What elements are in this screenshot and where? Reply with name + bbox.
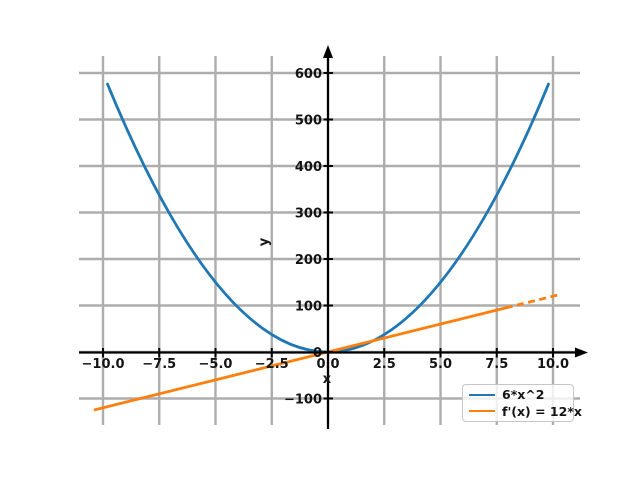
legend-entry-parabola: 6*x^2	[469, 387, 567, 402]
x-tick-label: 5.0	[429, 357, 452, 372]
legend-label-parabola: 6*x^2	[502, 387, 545, 403]
y-tick-label: 100	[295, 300, 322, 315]
y-axis-label: y	[257, 237, 272, 246]
x-axis-label: x	[323, 372, 332, 387]
x-tick-label: 10.0	[537, 357, 569, 372]
legend-line-sample-blue	[469, 393, 495, 396]
legend-label-derivative: f'(x) = 12*x	[502, 403, 582, 419]
x-tick-label: −2.5	[255, 357, 289, 372]
x-tick-label: 7.5	[485, 357, 508, 372]
x-tick-label: 2.5	[373, 357, 396, 372]
curve-derivative-dashed	[505, 292, 562, 310]
y-tick-label: 200	[295, 253, 322, 268]
y-tick-label: 400	[295, 160, 322, 175]
y-tick-label: −100	[284, 393, 322, 408]
y-tick-label: 300	[295, 207, 322, 222]
legend-entry-derivative: f'(x) = 12*x	[469, 404, 582, 419]
curve-derivative-solid	[93, 306, 508, 412]
x-tick-label: −10.0	[82, 357, 125, 372]
y-tick-label: 500	[295, 114, 322, 129]
x-axis-arrow	[575, 347, 588, 358]
tick-label-layer: −10.0−7.5−5.0−2.50.02.55.07.510.0−100010…	[82, 67, 570, 408]
legend: 6*x^2 f'(x) = 12*x	[462, 384, 582, 422]
x-tick-label: −5.0	[199, 357, 233, 372]
legend-line-sample-orange	[469, 410, 495, 413]
y-tick-label: 600	[295, 67, 322, 82]
x-tick-label: −7.5	[142, 357, 176, 372]
axis-layer	[79, 45, 588, 429]
y-axis-arrow	[323, 45, 333, 58]
